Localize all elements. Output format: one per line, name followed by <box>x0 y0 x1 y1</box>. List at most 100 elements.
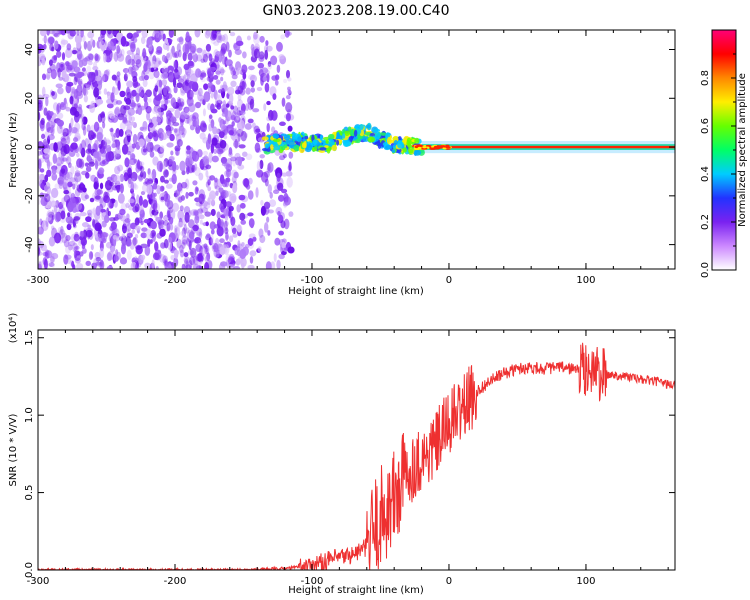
snr-panel: -300 -200 -100 0 100 0.0 0.5 1.0 1.5 Height of … <box>8 313 676 596</box>
noise-blob <box>82 84 87 96</box>
noise-blob <box>263 103 267 112</box>
noise-blob <box>82 116 88 125</box>
noise-blob <box>133 256 138 263</box>
noise-blob <box>220 261 228 267</box>
noise-blob <box>127 91 134 99</box>
noise-blob <box>95 205 101 217</box>
noise-blob <box>246 35 251 41</box>
noise-blob <box>56 103 60 115</box>
signal-blob <box>319 147 327 151</box>
noise-blob <box>213 179 218 190</box>
noise-blob <box>66 171 73 180</box>
noise-blob <box>242 72 247 80</box>
noise-blob <box>247 264 255 269</box>
noise-blob <box>88 161 95 167</box>
noise-blob <box>65 215 73 224</box>
noise-blob <box>98 195 104 204</box>
noise-blob <box>87 53 94 63</box>
noise-blob <box>186 149 191 155</box>
noise-blob <box>286 176 293 188</box>
noise-blob <box>136 159 141 170</box>
noise-blob <box>117 193 125 204</box>
noise-blob <box>141 30 148 38</box>
noise-blob <box>224 215 229 222</box>
noise-blob <box>185 227 190 234</box>
noise-blob <box>126 32 134 39</box>
noise-blob <box>74 88 78 100</box>
noise-blob <box>208 114 213 120</box>
noise-blob <box>85 216 92 223</box>
noise-blob <box>88 230 94 240</box>
noise-blob <box>78 59 84 68</box>
noise-blob <box>63 239 70 248</box>
noise-blob <box>180 195 185 201</box>
noise-blob <box>66 257 71 265</box>
noise-blob <box>57 67 61 78</box>
noise-blob <box>206 233 211 239</box>
noise-blob <box>215 35 223 44</box>
noise-blob <box>174 225 178 233</box>
noise-blob <box>140 232 147 239</box>
noise-blob <box>79 143 83 154</box>
noise-blob <box>72 98 78 104</box>
noise-blob <box>119 183 124 194</box>
noise-blob <box>92 39 96 48</box>
noise-blob <box>128 198 135 204</box>
noise-blob <box>202 123 207 128</box>
noise-blob <box>72 137 79 143</box>
signal-blob <box>304 135 309 140</box>
noise-blob <box>242 51 247 59</box>
noise-blob <box>60 210 66 220</box>
noise-blob <box>179 160 186 172</box>
noise-blob <box>232 135 238 143</box>
noise-blob <box>237 99 244 109</box>
snr-x-label: Height of straight line (km) <box>288 585 424 596</box>
noise-blob <box>126 231 131 243</box>
noise-blob <box>79 161 85 168</box>
noise-blob <box>276 41 283 52</box>
noise-blob <box>114 165 121 175</box>
noise-blob <box>206 30 212 38</box>
noise-blob <box>270 55 278 66</box>
noise-blob <box>77 80 83 85</box>
noise-blob <box>120 36 127 47</box>
noise-blob <box>48 37 55 44</box>
noise-blob <box>259 154 265 159</box>
noise-blob <box>265 45 273 52</box>
noise-blob <box>146 111 151 121</box>
noise-blob <box>171 173 177 185</box>
noise-blob <box>198 189 206 200</box>
signal-blob <box>262 147 269 152</box>
noise-blob <box>184 258 189 269</box>
noise-blob <box>76 71 83 79</box>
signal-blob <box>373 128 381 133</box>
noise-blob <box>41 58 46 66</box>
noise-blob <box>139 171 144 178</box>
snr-x-tick-label: 100 <box>576 576 595 587</box>
noise-blob <box>39 173 46 182</box>
noise-blob <box>154 245 160 252</box>
noise-blob <box>41 73 47 81</box>
noise-blob <box>256 160 261 172</box>
noise-blob <box>63 171 70 181</box>
noise-blob <box>101 232 109 238</box>
noise-blob <box>96 233 101 243</box>
noise-blob <box>114 108 120 115</box>
noise-blob <box>249 256 254 264</box>
noise-blob <box>237 156 243 166</box>
noise-blob <box>200 207 209 214</box>
noise-blob <box>39 30 47 37</box>
noise-blob <box>267 63 272 70</box>
noise-blob <box>260 199 264 206</box>
noise-blob <box>53 55 58 61</box>
noise-blob <box>158 220 163 226</box>
noise-blob <box>132 237 139 245</box>
noise-blob <box>183 63 190 70</box>
spectrogram-x-tick-label: 100 <box>576 275 595 286</box>
noise-blob <box>276 259 281 269</box>
noise-blob <box>96 132 103 142</box>
noise-blob <box>210 208 216 217</box>
noise-blob <box>87 154 92 163</box>
noise-blob <box>213 75 219 80</box>
noise-blob <box>228 253 235 262</box>
